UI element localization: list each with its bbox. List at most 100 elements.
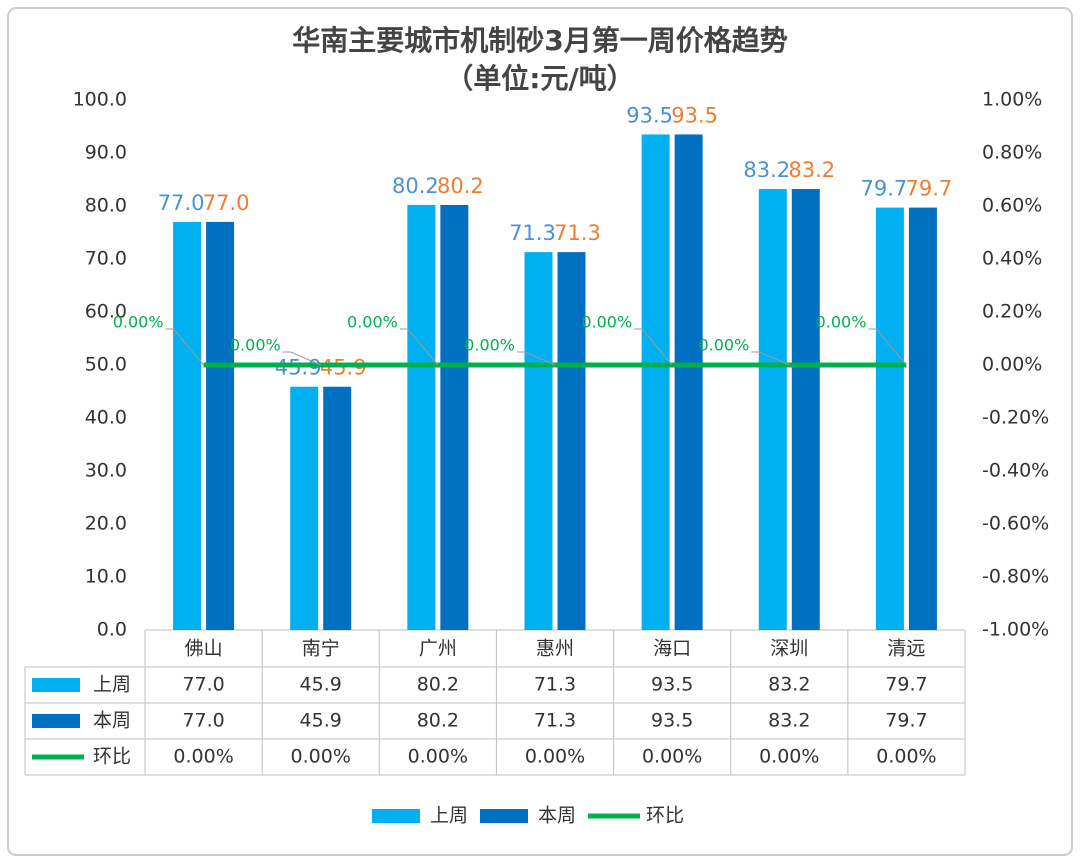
table-cell: 77.0 [182, 674, 224, 696]
leader-line [165, 328, 204, 366]
table-cell: 71.3 [534, 710, 576, 732]
y-tick-label: 20.0 [85, 513, 127, 535]
data-label: 0.00% [113, 313, 164, 332]
table-legend-key [32, 714, 80, 728]
leader-line [751, 351, 790, 366]
legend-label: 本周 [538, 805, 576, 827]
data-label: 77.0 [158, 191, 205, 215]
bar [524, 252, 553, 631]
data-label: 79.7 [906, 177, 953, 201]
data-label: 80.2 [392, 174, 439, 198]
table-cell: 0.00% [408, 746, 468, 768]
y-tick-label: 70.0 [85, 248, 127, 270]
leader-line [399, 328, 439, 366]
table-header: 海口 [653, 638, 691, 660]
bar [875, 207, 904, 630]
legend-label: 上周 [430, 805, 468, 827]
y2-tick-label: 0.80% [982, 142, 1042, 164]
table-header: 深圳 [770, 638, 808, 660]
data-label: 0.00% [581, 313, 632, 332]
bar [557, 252, 586, 631]
bar [758, 189, 787, 631]
bar [323, 386, 352, 630]
bar [440, 204, 469, 630]
legend-key [480, 809, 529, 823]
bar [791, 189, 820, 631]
table-cell: 0.00% [876, 746, 936, 768]
data-label: 45.9 [320, 356, 367, 380]
chart-subtitle: （单位:元/吨） [445, 62, 634, 95]
bar [908, 207, 937, 630]
data-label: 77.0 [203, 191, 250, 215]
table-cell: 79.7 [885, 674, 927, 696]
table-cell: 0.00% [173, 746, 233, 768]
leader-line [634, 328, 673, 366]
leader-line [282, 351, 321, 366]
y-tick-label: 10.0 [85, 566, 127, 588]
table-cell: 0.00% [525, 746, 585, 768]
bar [173, 221, 202, 630]
table-header: 南宁 [302, 638, 340, 660]
table-header: 清远 [887, 638, 925, 660]
data-label: 93.5 [671, 103, 718, 127]
data-label: 83.2 [743, 158, 790, 182]
y2-tick-label: 0.20% [982, 301, 1042, 323]
y2-tick-label: 0.60% [982, 195, 1042, 217]
table-row-label: 上周 [93, 674, 131, 696]
data-label: 0.00% [698, 336, 749, 355]
data-label: 0.00% [230, 336, 281, 355]
table-header: 佛山 [185, 638, 223, 660]
data-label: 83.2 [788, 158, 835, 182]
y2-tick-label: -0.40% [982, 460, 1049, 482]
y-tick-label: 90.0 [85, 142, 127, 164]
table-cell: 93.5 [651, 710, 693, 732]
table-cell: 80.2 [417, 710, 459, 732]
data-label: 71.3 [554, 221, 601, 245]
y2-tick-label: 0.00% [982, 354, 1042, 376]
table-cell: 45.9 [300, 710, 342, 732]
y2-tick-label: -0.80% [982, 566, 1049, 588]
table-cell: 77.0 [182, 710, 224, 732]
y2-tick-label: 0.40% [982, 248, 1042, 270]
y-tick-label: 30.0 [85, 460, 127, 482]
table-cell: 93.5 [651, 674, 693, 696]
chart-title: 华南主要城市机制砂3月第一周价格趋势 [292, 24, 788, 57]
table-header: 广州 [419, 638, 457, 660]
leader-line [868, 328, 907, 366]
data-label: 79.7 [861, 177, 908, 201]
data-label: 0.00% [816, 313, 867, 332]
y-tick-label: 50.0 [85, 354, 127, 376]
data-label: 71.3 [509, 221, 556, 245]
bar [206, 221, 235, 630]
table-header: 惠州 [536, 638, 574, 660]
table-cell: 45.9 [300, 674, 342, 696]
table-row-label: 本周 [93, 710, 131, 732]
table-row-label: 环比 [93, 746, 131, 768]
y2-tick-label: -0.60% [982, 513, 1049, 535]
bar [290, 386, 319, 630]
table-cell: 83.2 [768, 674, 810, 696]
y-tick-label: 40.0 [85, 407, 127, 429]
table-cell: 83.2 [768, 710, 810, 732]
y2-tick-label: 1.00% [982, 89, 1042, 111]
data-label: 93.5 [626, 103, 673, 127]
data-label: 80.2 [437, 174, 484, 198]
bar [641, 134, 670, 630]
legend-key [372, 809, 420, 823]
y-tick-label: 80.0 [85, 195, 127, 217]
y-tick-label: 0.0 [97, 619, 127, 641]
bar [407, 204, 436, 630]
leader-line [517, 351, 556, 366]
table-cell: 0.00% [291, 746, 351, 768]
y2-tick-label: -1.00% [982, 619, 1049, 641]
table-cell: 0.00% [642, 746, 702, 768]
table-legend-key [32, 678, 80, 692]
data-label: 45.9 [275, 356, 322, 380]
y-tick-label: 60.0 [85, 301, 127, 323]
table-cell: 0.00% [759, 746, 819, 768]
table-cell: 79.7 [885, 710, 927, 732]
y-tick-label: 100.0 [73, 89, 127, 111]
legend-label: 环比 [646, 805, 684, 827]
table-cell: 80.2 [417, 674, 459, 696]
